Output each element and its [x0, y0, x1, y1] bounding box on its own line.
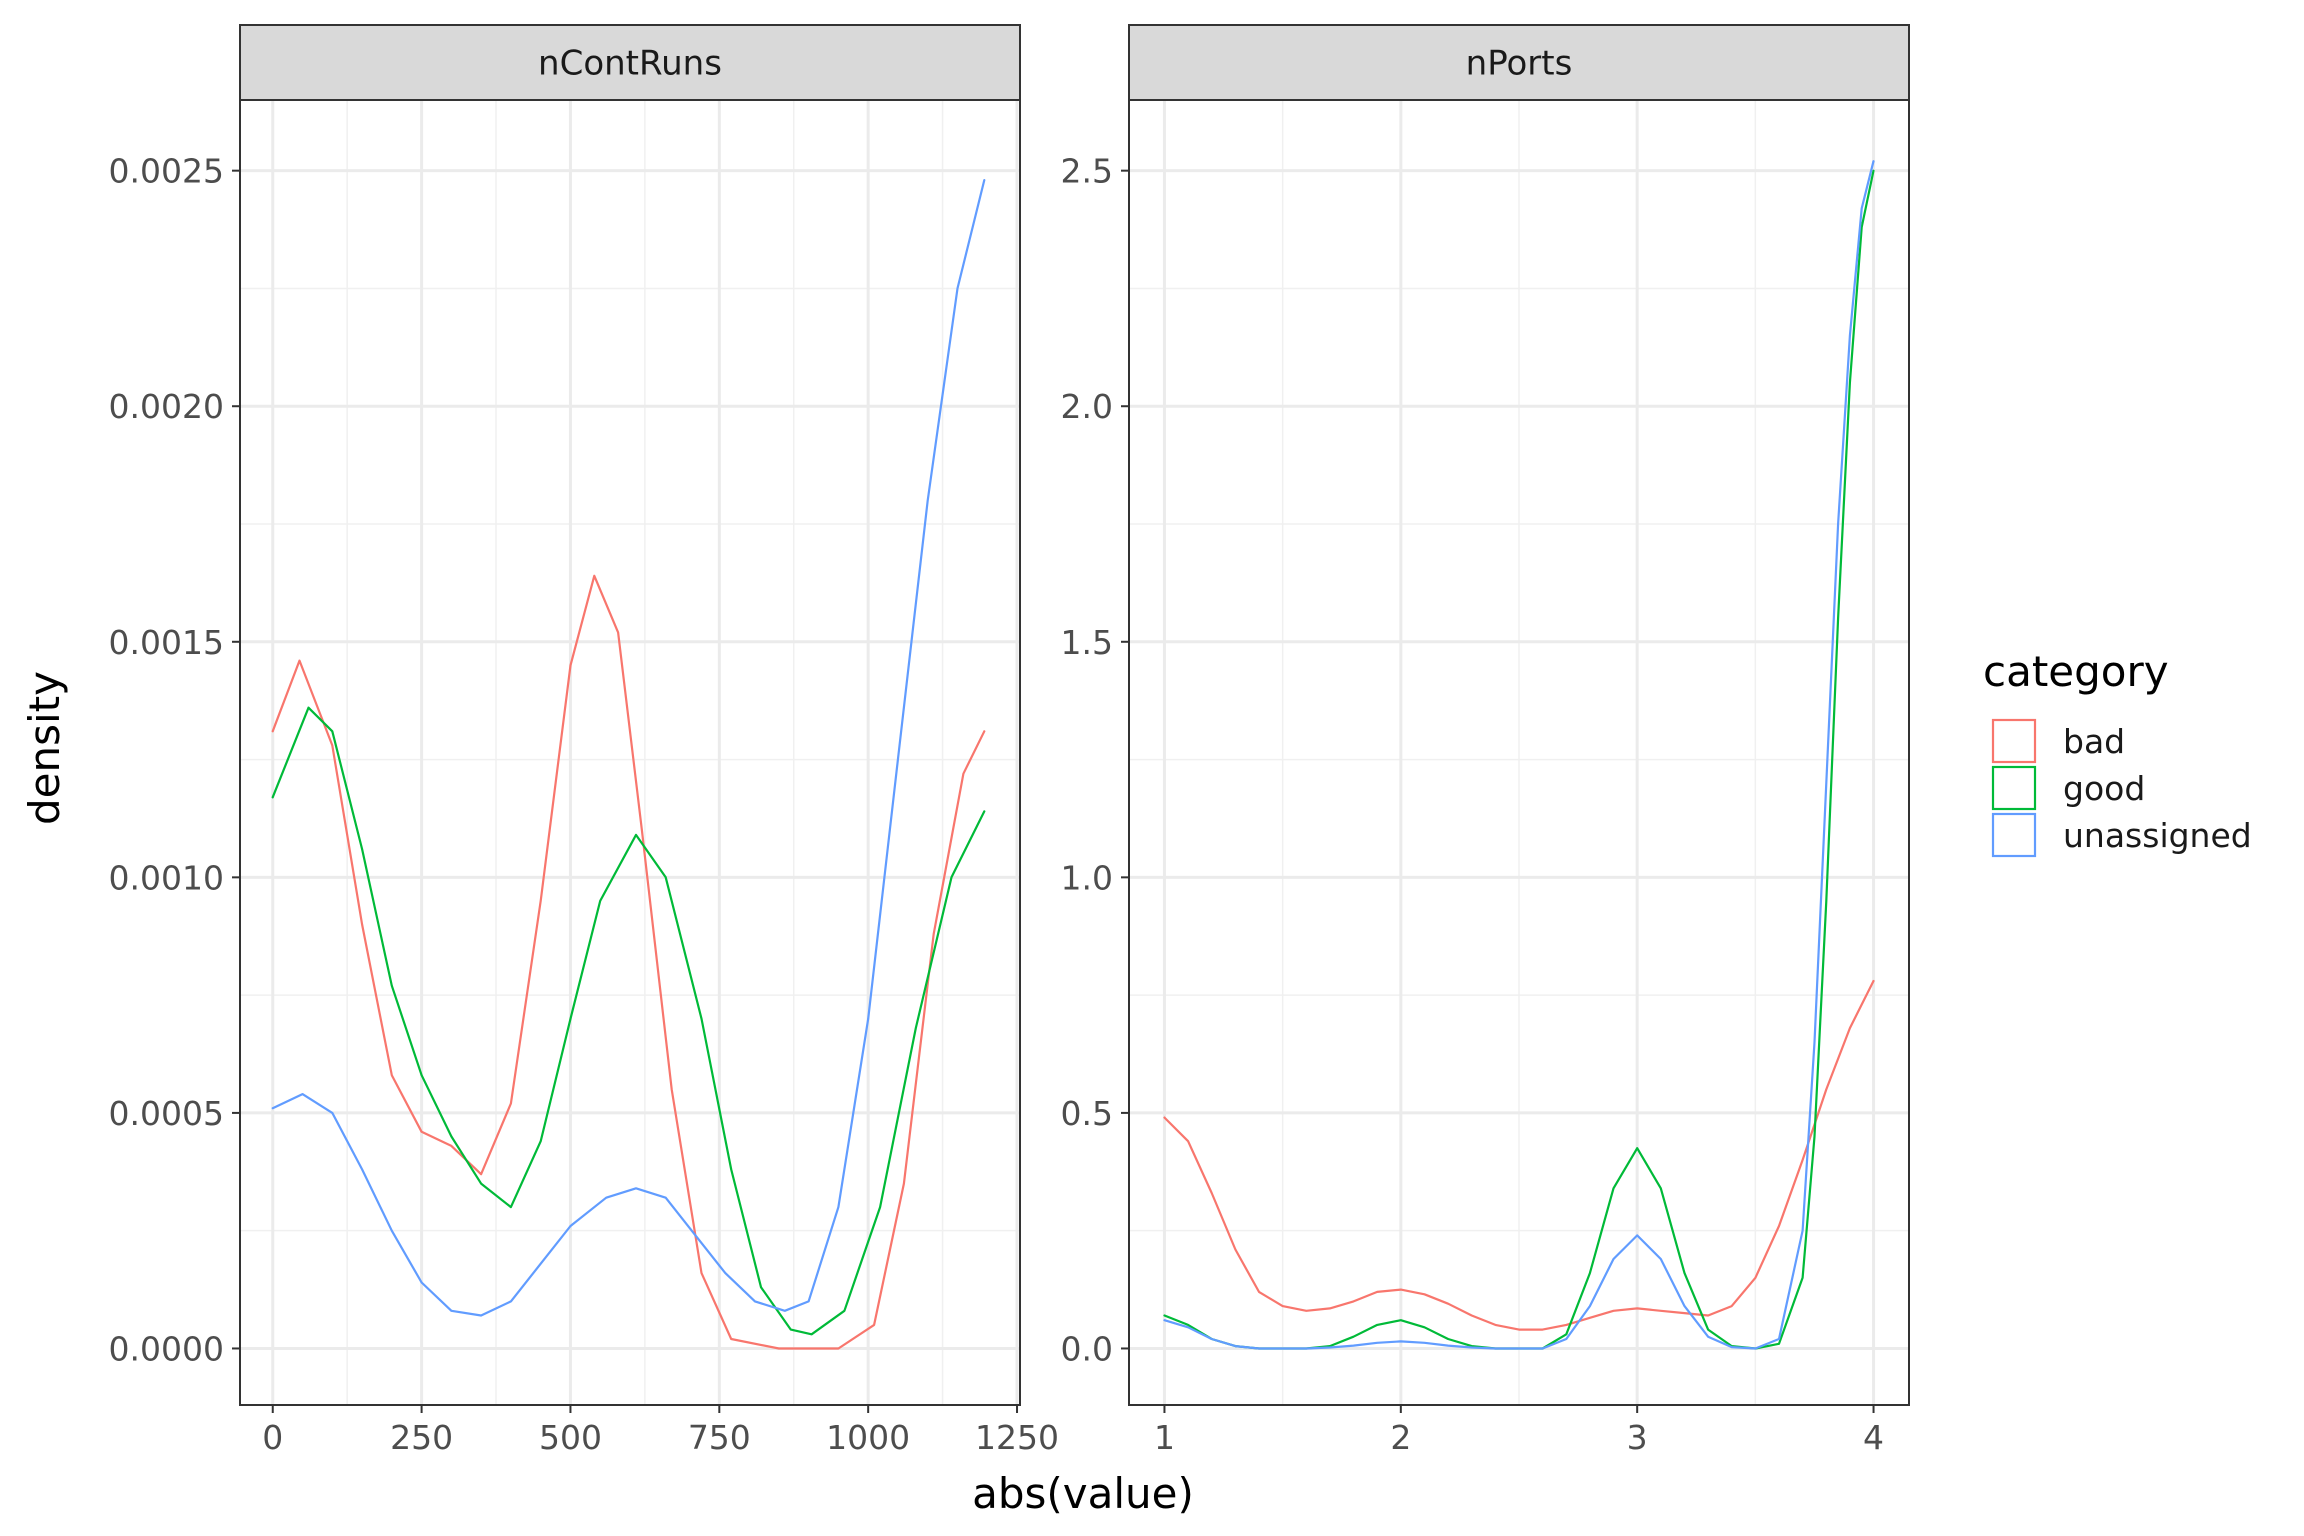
facet-strip-label: nContRuns	[538, 44, 722, 84]
y-tick-label: 2.0	[1061, 387, 1113, 426]
x-tick-label: 750	[688, 1418, 751, 1457]
density-line-unassigned	[1163, 160, 1875, 1350]
legend: category bad good unassigned	[1983, 647, 2252, 858]
y-axis-title: density	[20, 671, 69, 825]
x-tick-label: 0	[262, 1418, 283, 1457]
y-tick-label: 0.0015	[109, 623, 224, 662]
y-tick-label: 1.5	[1061, 623, 1113, 662]
x-tick-label: 1000	[826, 1418, 910, 1457]
legend-item-good: good	[1991, 765, 2145, 811]
facets-layer: nContRuns 0 250 500 750 1000 1250 0.0000 0.0005 0…	[109, 24, 1910, 1457]
panel-border	[239, 99, 1021, 1406]
y-tick-label: 2.5	[1061, 152, 1113, 191]
x-tick-label: 250	[390, 1418, 453, 1457]
x-tick-label: 2	[1390, 1418, 1411, 1457]
panel-border	[1128, 99, 1910, 1406]
x-tick-label: 1	[1154, 1418, 1175, 1457]
x-tick-label: 3	[1627, 1418, 1648, 1457]
density-line-good	[271, 706, 986, 1336]
density-line-unassigned	[271, 179, 986, 1317]
x-tick-label: 4	[1863, 1418, 1884, 1457]
legend-key	[1991, 765, 2037, 811]
legend-key	[1991, 718, 2037, 764]
density-line-bad	[1163, 979, 1875, 1331]
legend-label: bad	[2063, 722, 2125, 761]
density-line-bad	[271, 574, 986, 1350]
y-tick-label: 0.0025	[109, 152, 224, 191]
legend-label: good	[2063, 769, 2145, 808]
y-tick-label: 0.0010	[109, 858, 224, 897]
x-axis-title: abs(value)	[972, 1469, 1194, 1518]
facet-strip-label: nPorts	[1466, 44, 1573, 84]
y-tick-label: 0.5	[1061, 1094, 1113, 1133]
legend-title: category	[1983, 647, 2169, 696]
facet-nPorts: nPorts 1 2 3 4 0.0 0.5 1.0 1.5 2.0 2.5	[1061, 24, 1910, 1457]
facet-strip	[239, 24, 1021, 101]
panel-background	[240, 100, 1020, 1405]
legend-item-unassigned: unassigned	[1991, 812, 2252, 858]
x-tick-label: 1250	[975, 1418, 1059, 1457]
facet-nContRuns: nContRuns 0 250 500 750 1000 1250 0.0000 0.0005 0…	[109, 24, 1059, 1457]
legend-item-bad: bad	[1991, 718, 2125, 764]
y-tick-label: 0.0005	[109, 1094, 224, 1133]
y-tick-label: 1.0	[1061, 858, 1113, 897]
legend-key	[1991, 812, 2037, 858]
y-tick-label: 0.0020	[109, 387, 224, 426]
y-tick-label: 0.0	[1061, 1329, 1113, 1368]
legend-label: unassigned	[2063, 816, 2252, 855]
y-tick-label: 0.0000	[109, 1329, 224, 1368]
x-tick-label: 500	[539, 1418, 602, 1457]
